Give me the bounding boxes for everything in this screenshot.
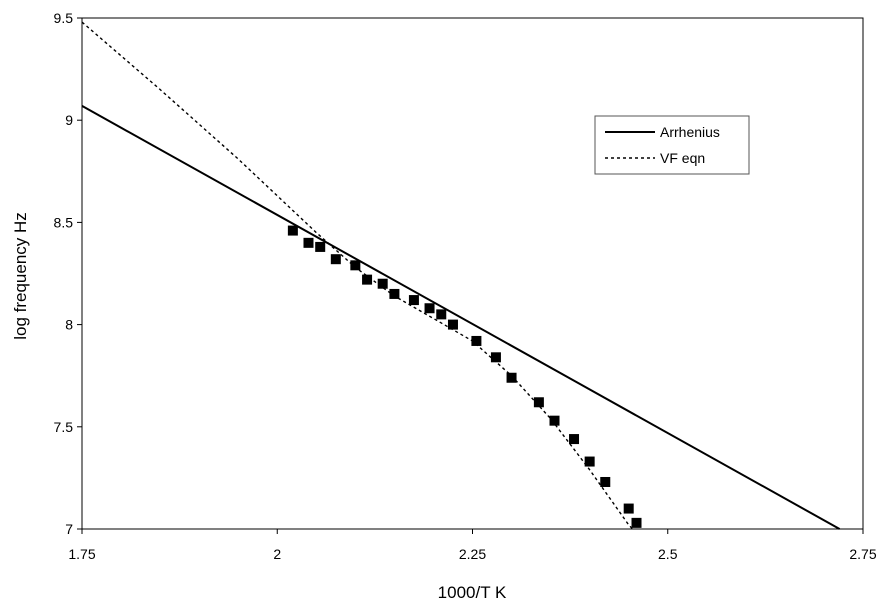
- x-tick-label: 2: [273, 546, 281, 562]
- data-point: [350, 260, 360, 270]
- data-points: [288, 226, 642, 528]
- data-point: [436, 309, 446, 319]
- x-axis-ticks: 1.75 2 2.25 2.5 2.75: [68, 529, 876, 562]
- legend-arrhenius-label: Arrhenius: [660, 124, 720, 140]
- y-tick-label: 8: [65, 317, 73, 333]
- data-point: [550, 416, 560, 426]
- data-point: [585, 457, 595, 467]
- y-axis-title: log frequency Hz: [11, 212, 30, 340]
- data-point: [600, 477, 610, 487]
- data-point: [288, 226, 298, 236]
- series-lines: [82, 22, 840, 529]
- x-tick-label: 2.75: [849, 546, 876, 562]
- plot-area: [82, 18, 863, 529]
- legend-vf-label: VF eqn: [660, 150, 705, 166]
- legend: Arrhenius VF eqn: [595, 116, 749, 174]
- y-tick-label: 9.5: [54, 10, 74, 26]
- vf-eqn-line: [82, 22, 633, 529]
- data-point: [331, 254, 341, 264]
- y-axis-ticks: 7 7.5 8 8.5 9 9.5: [54, 10, 82, 537]
- y-tick-label: 7: [65, 521, 73, 537]
- data-point: [491, 352, 501, 362]
- data-point: [378, 279, 388, 289]
- data-point: [409, 295, 419, 305]
- x-tick-label: 2.5: [658, 546, 678, 562]
- data-point: [507, 373, 517, 383]
- x-tick-label: 1.75: [68, 546, 95, 562]
- y-tick-label: 7.5: [54, 419, 74, 435]
- data-point: [569, 434, 579, 444]
- y-tick-label: 9: [65, 112, 73, 128]
- data-point: [362, 275, 372, 285]
- data-point: [425, 303, 435, 313]
- data-point: [632, 518, 642, 528]
- data-point: [534, 397, 544, 407]
- data-point: [471, 336, 481, 346]
- data-point: [303, 238, 313, 248]
- data-point: [624, 504, 634, 514]
- x-axis-title: 1000/T K: [438, 583, 507, 602]
- data-point: [448, 320, 458, 330]
- data-point: [315, 242, 325, 252]
- x-tick-label: 2.25: [459, 546, 486, 562]
- y-tick-label: 8.5: [54, 214, 74, 230]
- data-point: [389, 289, 399, 299]
